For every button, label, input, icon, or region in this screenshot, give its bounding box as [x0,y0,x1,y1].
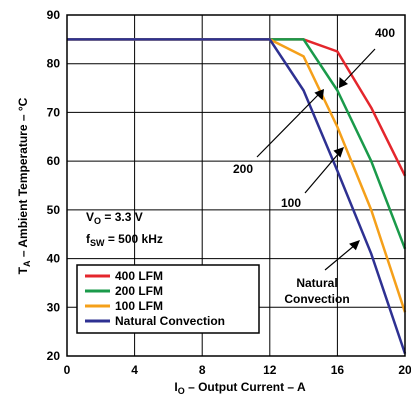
arrow-200 [256,93,320,158]
arrowhead-100 [333,147,344,158]
x-tick-label: 8 [199,363,206,377]
arrow-100 [304,152,340,194]
y-tick-label: 50 [47,203,61,217]
arrowhead-200 [314,89,324,101]
y-tick-label: 60 [47,154,61,168]
annotation-200: 200 [233,162,253,176]
x-tick-label: 12 [263,363,277,377]
y-tick-label: 90 [47,8,61,22]
y-tick-label: 40 [47,252,61,266]
fsw-condition: fSW = 500 kHz [86,232,163,248]
x-tick-label: 4 [131,363,138,377]
y-tick-label: 80 [47,57,61,71]
legend-label: Natural Convection [115,314,225,328]
annotation-natural: Natural [296,276,337,290]
x-tick-labels: 0 4 8 12 16 20 [64,363,411,377]
arrowhead-400 [339,77,348,88]
annotation-convection: Convection [284,292,349,306]
series-line-400-lfm [67,38,407,177]
x-axis-label: IO – Output Current – A [174,380,306,396]
vo-condition: VO = 3.3 V [86,210,143,226]
arrowhead-natural [349,240,360,251]
plot-frame [66,14,406,357]
annotation-400: 400 [375,26,395,40]
x-tick-label: 20 [398,363,411,377]
operating-conditions: VO = 3.3 V fSW = 500 kHz [86,210,163,248]
annotations: 400 200 100 Natural Convection [233,26,395,306]
x-tick-label: 16 [331,363,345,377]
y-tick-label: 30 [47,300,61,314]
legend-label: 100 LFM [115,299,163,313]
y-tick-label: 20 [47,349,61,363]
x-tick-label: 0 [64,363,71,377]
arrow-400 [342,48,376,84]
y-tick-label: 70 [47,105,61,119]
arrow-natural [324,244,356,271]
legend-label: 200 LFM [115,284,163,298]
y-axis-label: TA – Ambient Temperature – °C [16,97,32,274]
series-line-natural-convection [67,38,407,355]
y-tick-labels: 20 30 40 50 60 70 80 90 [47,8,61,363]
annotation-100: 100 [281,196,301,210]
legend-label: 400 LFM [115,269,163,283]
